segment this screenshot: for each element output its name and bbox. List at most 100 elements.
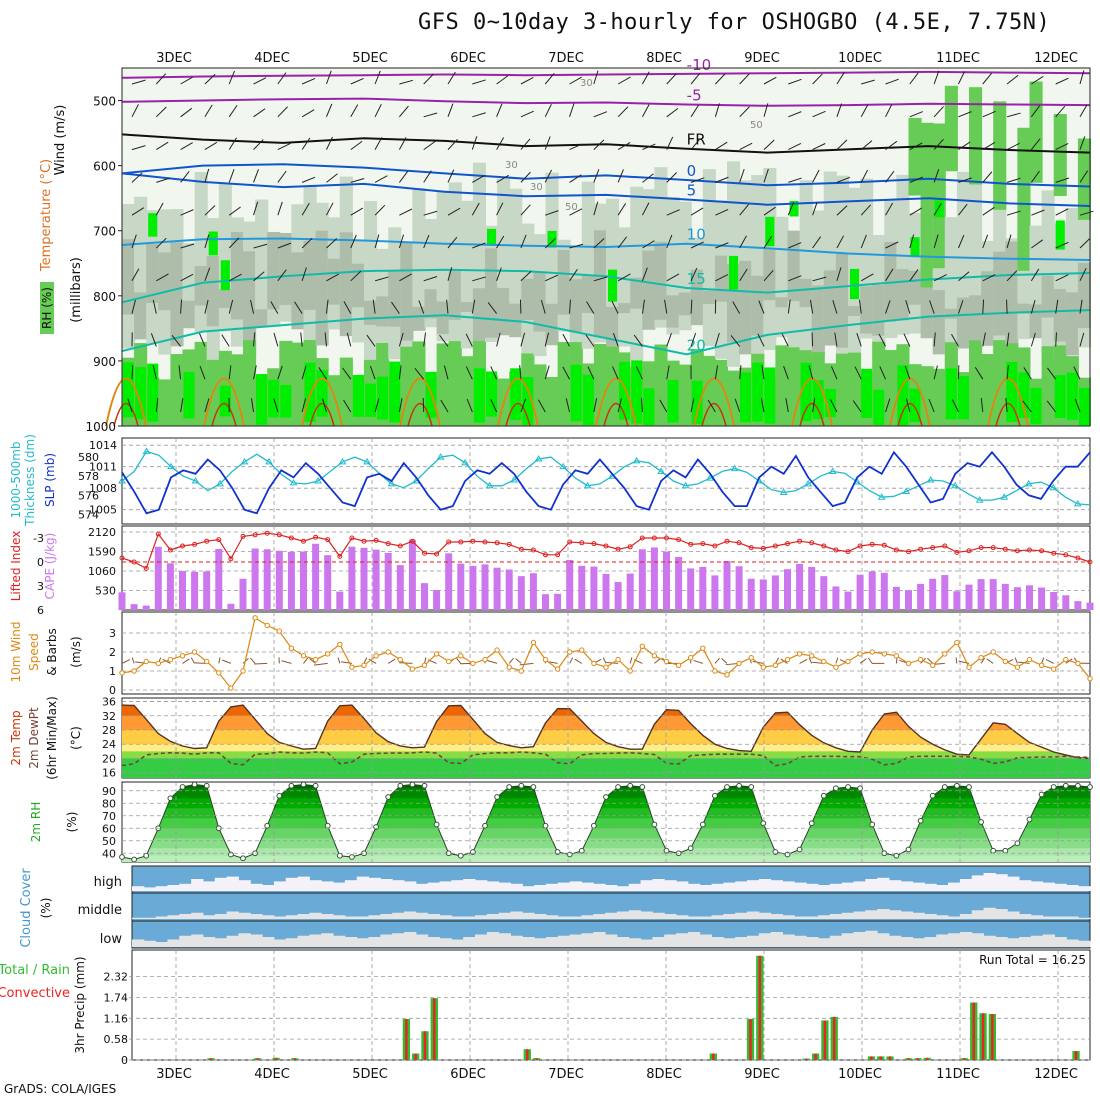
temperature-contour-25 xyxy=(203,377,245,427)
wind-barb xyxy=(739,204,750,216)
rh-band-bright xyxy=(897,365,909,426)
rh-band-upper-green xyxy=(944,85,958,172)
surface-wind-barb xyxy=(131,657,135,664)
cloud-cover-bar-high xyxy=(486,881,500,891)
rh-marker xyxy=(119,854,125,860)
cape-bar xyxy=(953,591,961,610)
wind-barb xyxy=(496,235,505,249)
wind-barb xyxy=(690,241,704,249)
wind-barb xyxy=(957,300,964,314)
wind-barb xyxy=(732,301,741,314)
top-date-label: 7DEC xyxy=(548,51,584,66)
wind-barb xyxy=(199,365,206,380)
rh-legend-swatch xyxy=(40,282,54,334)
wind-speed-marker xyxy=(216,670,222,676)
wind-barb xyxy=(958,111,972,118)
rh-band-green xyxy=(448,341,462,426)
wind-barb xyxy=(933,365,938,380)
wind-barb xyxy=(519,365,522,380)
wind-barb xyxy=(569,243,584,249)
cloud-cover-bar-middle xyxy=(616,911,630,919)
cloud-cover-bar-high xyxy=(226,876,239,891)
cloud-cover-bar-high xyxy=(948,882,961,891)
wind-speed-marker xyxy=(1075,660,1081,667)
rh-band-upper-green xyxy=(969,87,983,185)
rh-band-green xyxy=(775,345,789,426)
wind-speed-marker xyxy=(881,651,887,657)
rh-band-mid xyxy=(364,201,378,374)
cloud-cover-bar-low xyxy=(427,937,441,947)
wind-barb xyxy=(788,242,802,249)
cloud-cover-bar-low xyxy=(545,937,559,947)
wind-barb xyxy=(131,104,139,118)
wind-barb xyxy=(569,208,583,216)
rh-band-gray xyxy=(1029,304,1043,339)
cape-bar xyxy=(578,565,586,610)
wind-barb xyxy=(933,168,940,183)
cloud-cover-bar-high xyxy=(605,885,618,891)
wind-speed-marker xyxy=(167,656,174,663)
cloud-cover-bar-middle xyxy=(309,912,322,919)
cape-bar xyxy=(856,574,864,610)
wind-barb xyxy=(860,140,873,150)
wind-barb xyxy=(885,78,899,85)
precip-tick-label: 1.74 xyxy=(104,991,129,1004)
surface-wind-barb xyxy=(508,657,514,664)
lifted-index-marker xyxy=(1014,548,1020,554)
rh-band-bright xyxy=(389,361,401,423)
cloud-cover-bar-low xyxy=(498,933,511,947)
lifted-index-marker xyxy=(918,546,924,552)
wind-barb xyxy=(909,142,923,151)
wind-barb xyxy=(398,170,409,183)
wind-barb xyxy=(958,141,971,151)
cloud-cover-bar-low xyxy=(1007,938,1020,947)
cape-bar xyxy=(445,553,453,610)
wind-barb xyxy=(562,333,570,347)
rh-marker xyxy=(421,782,428,789)
lifted-index-marker xyxy=(760,545,766,551)
rh-band-gray xyxy=(1065,292,1079,356)
rh-marker xyxy=(554,849,561,855)
wind-barb xyxy=(885,241,899,249)
wind-barb xyxy=(739,268,748,282)
cloud-cover-bar-middle xyxy=(959,914,973,919)
wind-barb xyxy=(982,110,996,118)
lifted-index-marker xyxy=(651,535,657,541)
wind-barb xyxy=(617,106,629,118)
rh-band-bright xyxy=(824,389,836,418)
wind-speed-marker xyxy=(433,651,440,657)
wind-barb xyxy=(180,171,190,183)
slp-tick-label: 1014 xyxy=(89,439,117,452)
cloud-cover-bar-middle xyxy=(439,915,452,919)
cape-bar xyxy=(566,559,574,610)
cloud-cover-bar-high xyxy=(581,882,594,891)
cloud-cover-bar-middle xyxy=(924,914,937,919)
cloud-cover-bar-high xyxy=(806,883,819,891)
wind-barb xyxy=(982,332,986,347)
temp-tick-label: 32 xyxy=(102,710,116,723)
wind-barb xyxy=(277,142,291,151)
cloud-cover-bar-middle xyxy=(877,909,890,919)
wind-barb xyxy=(544,238,556,249)
wind-barb xyxy=(763,206,776,216)
rh-band-gray xyxy=(146,244,160,304)
rh-band-green xyxy=(835,353,849,426)
lifted-index-marker xyxy=(373,537,379,543)
cloud-cover-bar-low xyxy=(273,939,287,947)
wind-barb xyxy=(228,206,241,216)
precip-convective-bar xyxy=(1074,1051,1078,1060)
thickness-marker xyxy=(436,453,445,460)
cloud-cover-bar-low xyxy=(770,932,783,947)
wind-barb xyxy=(666,365,670,380)
rh-band-mid xyxy=(775,216,789,338)
cloud-cover-bar-middle xyxy=(640,911,653,919)
thickness-marker xyxy=(951,481,960,489)
cape-bar xyxy=(784,569,791,610)
wind-barb xyxy=(763,168,769,183)
rh-band-gray xyxy=(848,305,862,316)
lifted-index-marker xyxy=(700,541,706,547)
cape-bar xyxy=(977,579,985,610)
wind-barb xyxy=(933,202,942,216)
cloud-cover-bar-low xyxy=(356,938,370,947)
wind-barb xyxy=(545,274,559,282)
